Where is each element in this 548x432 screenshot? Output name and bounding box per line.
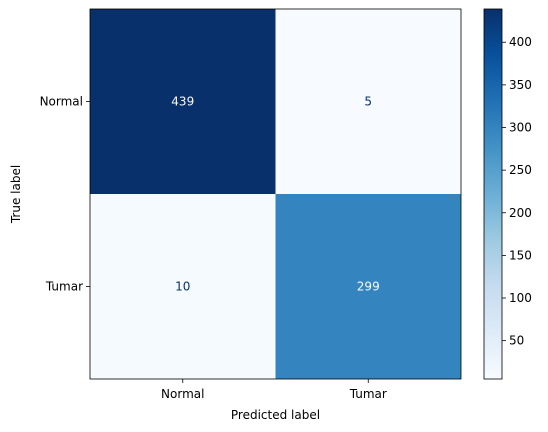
matrix-cell <box>90 9 276 194</box>
colorbar-tick-label: 50 <box>509 334 524 348</box>
matrix-cell <box>275 9 461 194</box>
x-tick-label: Normal <box>161 387 204 401</box>
matrix-cell <box>90 194 276 379</box>
x-axis-ticks: Normal Tumar <box>161 379 387 401</box>
matrix-cells <box>90 9 461 379</box>
cell-value-label: 10 <box>175 280 190 294</box>
x-tick-label: Tumar <box>349 387 387 401</box>
colorbar-tick-label: 300 <box>509 121 532 135</box>
y-tick-label: Tumar <box>45 280 83 294</box>
colorbar-frame <box>483 8 503 380</box>
x-axis-label: Predicted label <box>231 408 320 422</box>
colorbar-ticks: 50 100 150 200 250 300 350 400 <box>502 35 532 348</box>
matrix-cell <box>275 194 461 379</box>
colorbar-tick-label: 350 <box>509 78 532 92</box>
colorbar-tick-label: 200 <box>509 206 532 220</box>
y-tick-label: Normal <box>40 95 83 109</box>
colorbar-tick-label: 100 <box>509 291 532 305</box>
cell-value-label: 299 <box>357 280 380 294</box>
colorbar <box>484 9 502 379</box>
cell-value-label: 439 <box>171 95 194 109</box>
colorbar-tick-label: 400 <box>509 35 532 49</box>
colorbar-tick-label: 150 <box>509 248 532 262</box>
cell-value-label: 5 <box>364 95 372 109</box>
plot-frame <box>89 8 462 380</box>
y-axis-label: True label <box>9 165 23 224</box>
matrix-cell-labels: 439 5 10 299 <box>171 95 379 294</box>
y-axis-ticks: Normal Tumar <box>40 95 90 294</box>
colorbar-tick-label: 250 <box>509 163 532 177</box>
